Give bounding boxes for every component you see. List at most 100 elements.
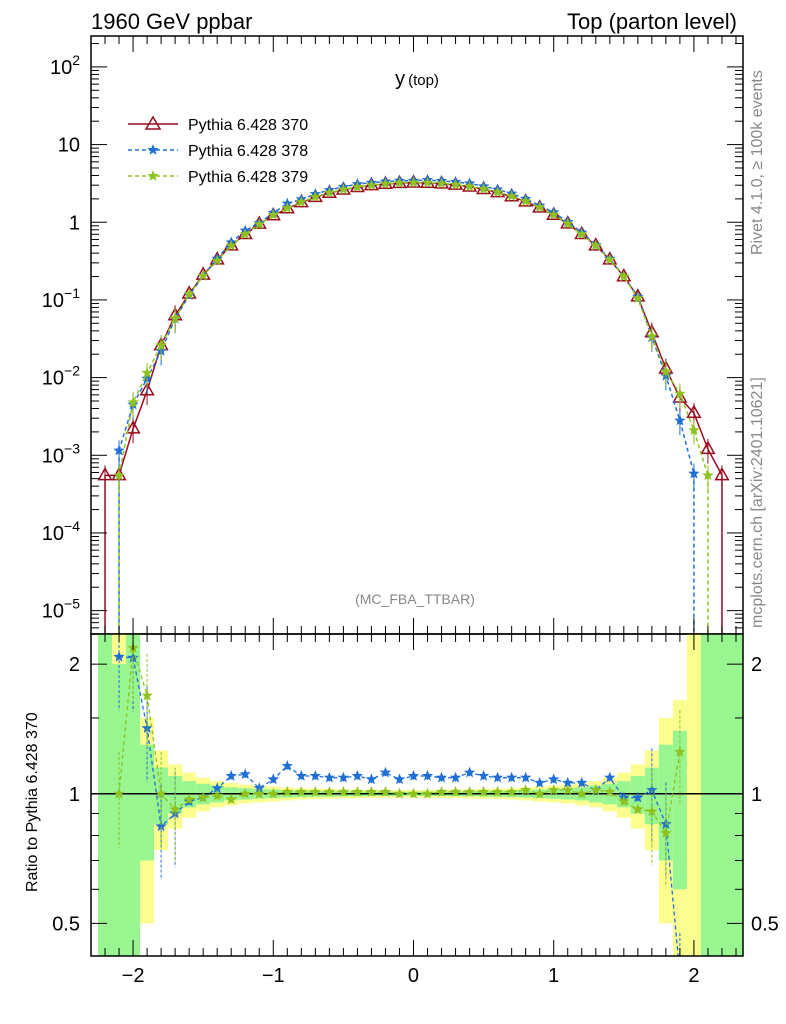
- y-tick-label: 10−4: [42, 518, 80, 545]
- ratio-point-379: [141, 689, 153, 701]
- ratio-point-379: [491, 785, 504, 797]
- ratio-point-378: [323, 771, 336, 783]
- series-line-379: [118, 181, 709, 476]
- mcplots-site-label: mcplots.cern.ch [arXiv:2401.10621]: [749, 377, 766, 628]
- ratio-point-379: [463, 785, 476, 797]
- ratio-point-378: [435, 771, 448, 783]
- ratio-point-378: [505, 771, 518, 783]
- ratio-point-379: [239, 787, 251, 799]
- ratio-point-379: [323, 785, 336, 797]
- ratio-point-379: [632, 803, 644, 815]
- ratio-point-378: [281, 760, 293, 771]
- data-point-379: [674, 387, 686, 399]
- data-point-379: [618, 270, 630, 282]
- ratio-point-379: [548, 784, 560, 795]
- ratio-point-379: [674, 746, 686, 757]
- plot-title-sub: (top): [408, 72, 439, 89]
- ratio-point-378: [477, 770, 490, 781]
- y-tick-label: 1: [69, 212, 80, 234]
- y-tick-label: 10−3: [42, 440, 80, 467]
- data-point-379: [491, 186, 504, 197]
- data-point-379: [688, 424, 700, 436]
- data-point-379: [253, 218, 265, 230]
- ratio-point-378: [407, 770, 420, 781]
- legend-entry-379: Pythia 6.428 379: [128, 169, 308, 186]
- ratio-point-378: [491, 771, 504, 783]
- legend-label-379: Pythia 6.428 379: [188, 169, 308, 186]
- uncertainty-band-green: [700, 634, 715, 956]
- data-point-379: [141, 366, 153, 378]
- ratio-point-378: [674, 969, 685, 980]
- ratio-y-tick-label-right: 0.5: [751, 913, 779, 935]
- data-point-379: [477, 183, 490, 194]
- data-point-378: [674, 414, 686, 426]
- ratio-point-378: [421, 770, 434, 781]
- series-line-378: [118, 179, 695, 474]
- uncertainty-band-green: [98, 634, 113, 956]
- ratio-point-378: [253, 782, 265, 794]
- ratio-point-379: [197, 791, 209, 803]
- data-point-379: [520, 195, 532, 207]
- header-left-title: 1960 GeV ppbar: [91, 9, 252, 34]
- analysis-annotation: (MC_FBA_TTBAR): [355, 591, 475, 607]
- data-point-379: [463, 180, 476, 192]
- y-tick-label: 10−5: [42, 596, 80, 623]
- ratio-y-axis-label: Ratio to Pythia 6.428 370: [24, 712, 41, 892]
- data-point-379: [337, 183, 350, 195]
- legend-entry-378: Pythia 6.428 378: [128, 143, 308, 160]
- data-point-379: [239, 228, 251, 240]
- x-tick-label: −2: [122, 965, 145, 987]
- ratio-point-379: [309, 785, 322, 797]
- ratio-point-379: [576, 787, 588, 799]
- ratio-point-378: [646, 784, 658, 795]
- x-tick-label: −1: [262, 965, 285, 987]
- ratio-point-379: [520, 784, 532, 795]
- data-point-379: [365, 179, 378, 190]
- ratio-line-379: [118, 647, 681, 835]
- data-point-379: [534, 201, 546, 213]
- data-point-379: [449, 178, 462, 190]
- data-point-379: [197, 269, 209, 281]
- legend-label-370: Pythia 6.428 370: [188, 117, 308, 134]
- data-point-379: [309, 190, 322, 202]
- uncertainty-band-green: [112, 664, 127, 956]
- data-point-379: [393, 177, 406, 188]
- ratio-point-379: [379, 785, 392, 797]
- rivet-version-label: Rivet 4.1.0, ≥ 100k events: [749, 70, 766, 255]
- ratio-point-379: [365, 785, 378, 797]
- x-tick-label: 0: [408, 965, 419, 987]
- y-tick-label: 10: [58, 135, 80, 157]
- data-point-379: [267, 209, 279, 220]
- uncertainty-band-green: [126, 634, 141, 956]
- ratio-point-378: [113, 650, 125, 662]
- ratio-point-379: [590, 784, 602, 795]
- ratio-point-379: [281, 785, 293, 797]
- ratio-y-tick-label-right: 2: [751, 654, 762, 676]
- ratio-point-379: [477, 785, 490, 797]
- x-tick-label: 2: [688, 965, 699, 987]
- data-point-379: [295, 196, 307, 207]
- data-point-379: [505, 190, 518, 202]
- ratio-point-379: [604, 785, 616, 797]
- ratio-y-tick-label-right: 1: [751, 784, 762, 806]
- ratio-point-379: [295, 785, 307, 797]
- data-point-379: [225, 239, 237, 251]
- ratio-point-379: [183, 793, 195, 805]
- legend: Pythia 6.428 370 Pythia 6.428 378 Pythia…: [128, 115, 308, 186]
- ratio-y-tick-label: 2: [69, 654, 80, 676]
- ratio-point-378: [351, 770, 364, 781]
- data-point-379: [323, 186, 336, 198]
- ratio-point-379: [562, 784, 574, 795]
- data-point-378: [113, 444, 125, 456]
- ratio-point-379: [393, 787, 406, 799]
- legend-marker-379: [147, 170, 159, 181]
- data-point-379: [281, 202, 293, 213]
- ratio-point-378: [393, 773, 406, 785]
- data-point-370: [181, 285, 197, 299]
- uncertainty-band-green: [728, 634, 743, 956]
- ratio-point-378: [463, 766, 476, 778]
- data-point-370: [700, 440, 716, 455]
- data-point-379: [562, 217, 574, 229]
- ratio-point-379: [337, 785, 350, 797]
- legend-marker-378: [147, 144, 159, 155]
